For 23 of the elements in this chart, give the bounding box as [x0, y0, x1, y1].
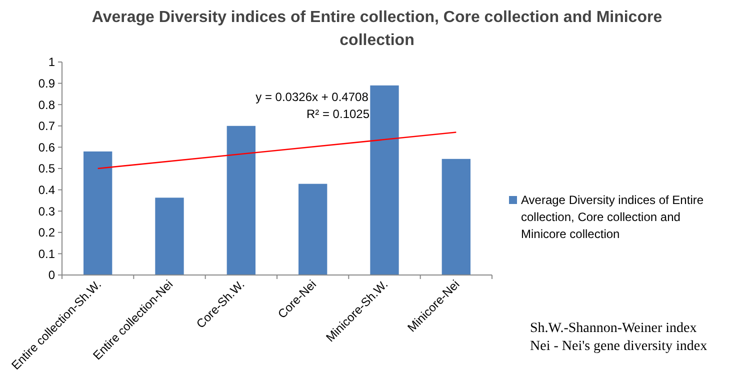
y-tick-label: 0.8 — [38, 98, 56, 112]
annotation: y = 0.0326x + 0.4708 — [256, 90, 369, 104]
annotation: R² = 0.1025 — [306, 107, 370, 121]
bar — [298, 184, 328, 275]
y-tick-label: 0.6 — [38, 140, 56, 154]
y-tick-label: 1 — [48, 55, 56, 70]
y-tick-label: 0.9 — [38, 76, 56, 90]
bar — [370, 85, 399, 275]
y-tick-label: 0.4 — [38, 183, 56, 197]
chart-title: Average Diversity indices of Entire collection, Core collection and Minicore collection — [92, 9, 662, 49]
y-tick-label: 0.1 — [38, 246, 56, 261]
text: Sh.W.-Shannon-Weiner index — [530, 321, 697, 336]
y-tick-label: 0.5 — [38, 162, 56, 176]
y-tick-label: 0.3 — [38, 204, 56, 218]
y-tick-label: 0 — [48, 268, 56, 282]
text: Nei - Nei's gene diversity index — [530, 339, 708, 354]
bar — [442, 158, 470, 275]
legend-label: Average Diversity indices of Entire collection, Core collection and Minicore collection — [521, 193, 704, 241]
y-tick-label: 0.7 — [38, 119, 56, 134]
bar — [84, 151, 112, 275]
y-tick-label: 0.2 — [38, 226, 56, 240]
bar — [226, 126, 256, 275]
bar — [155, 198, 184, 275]
